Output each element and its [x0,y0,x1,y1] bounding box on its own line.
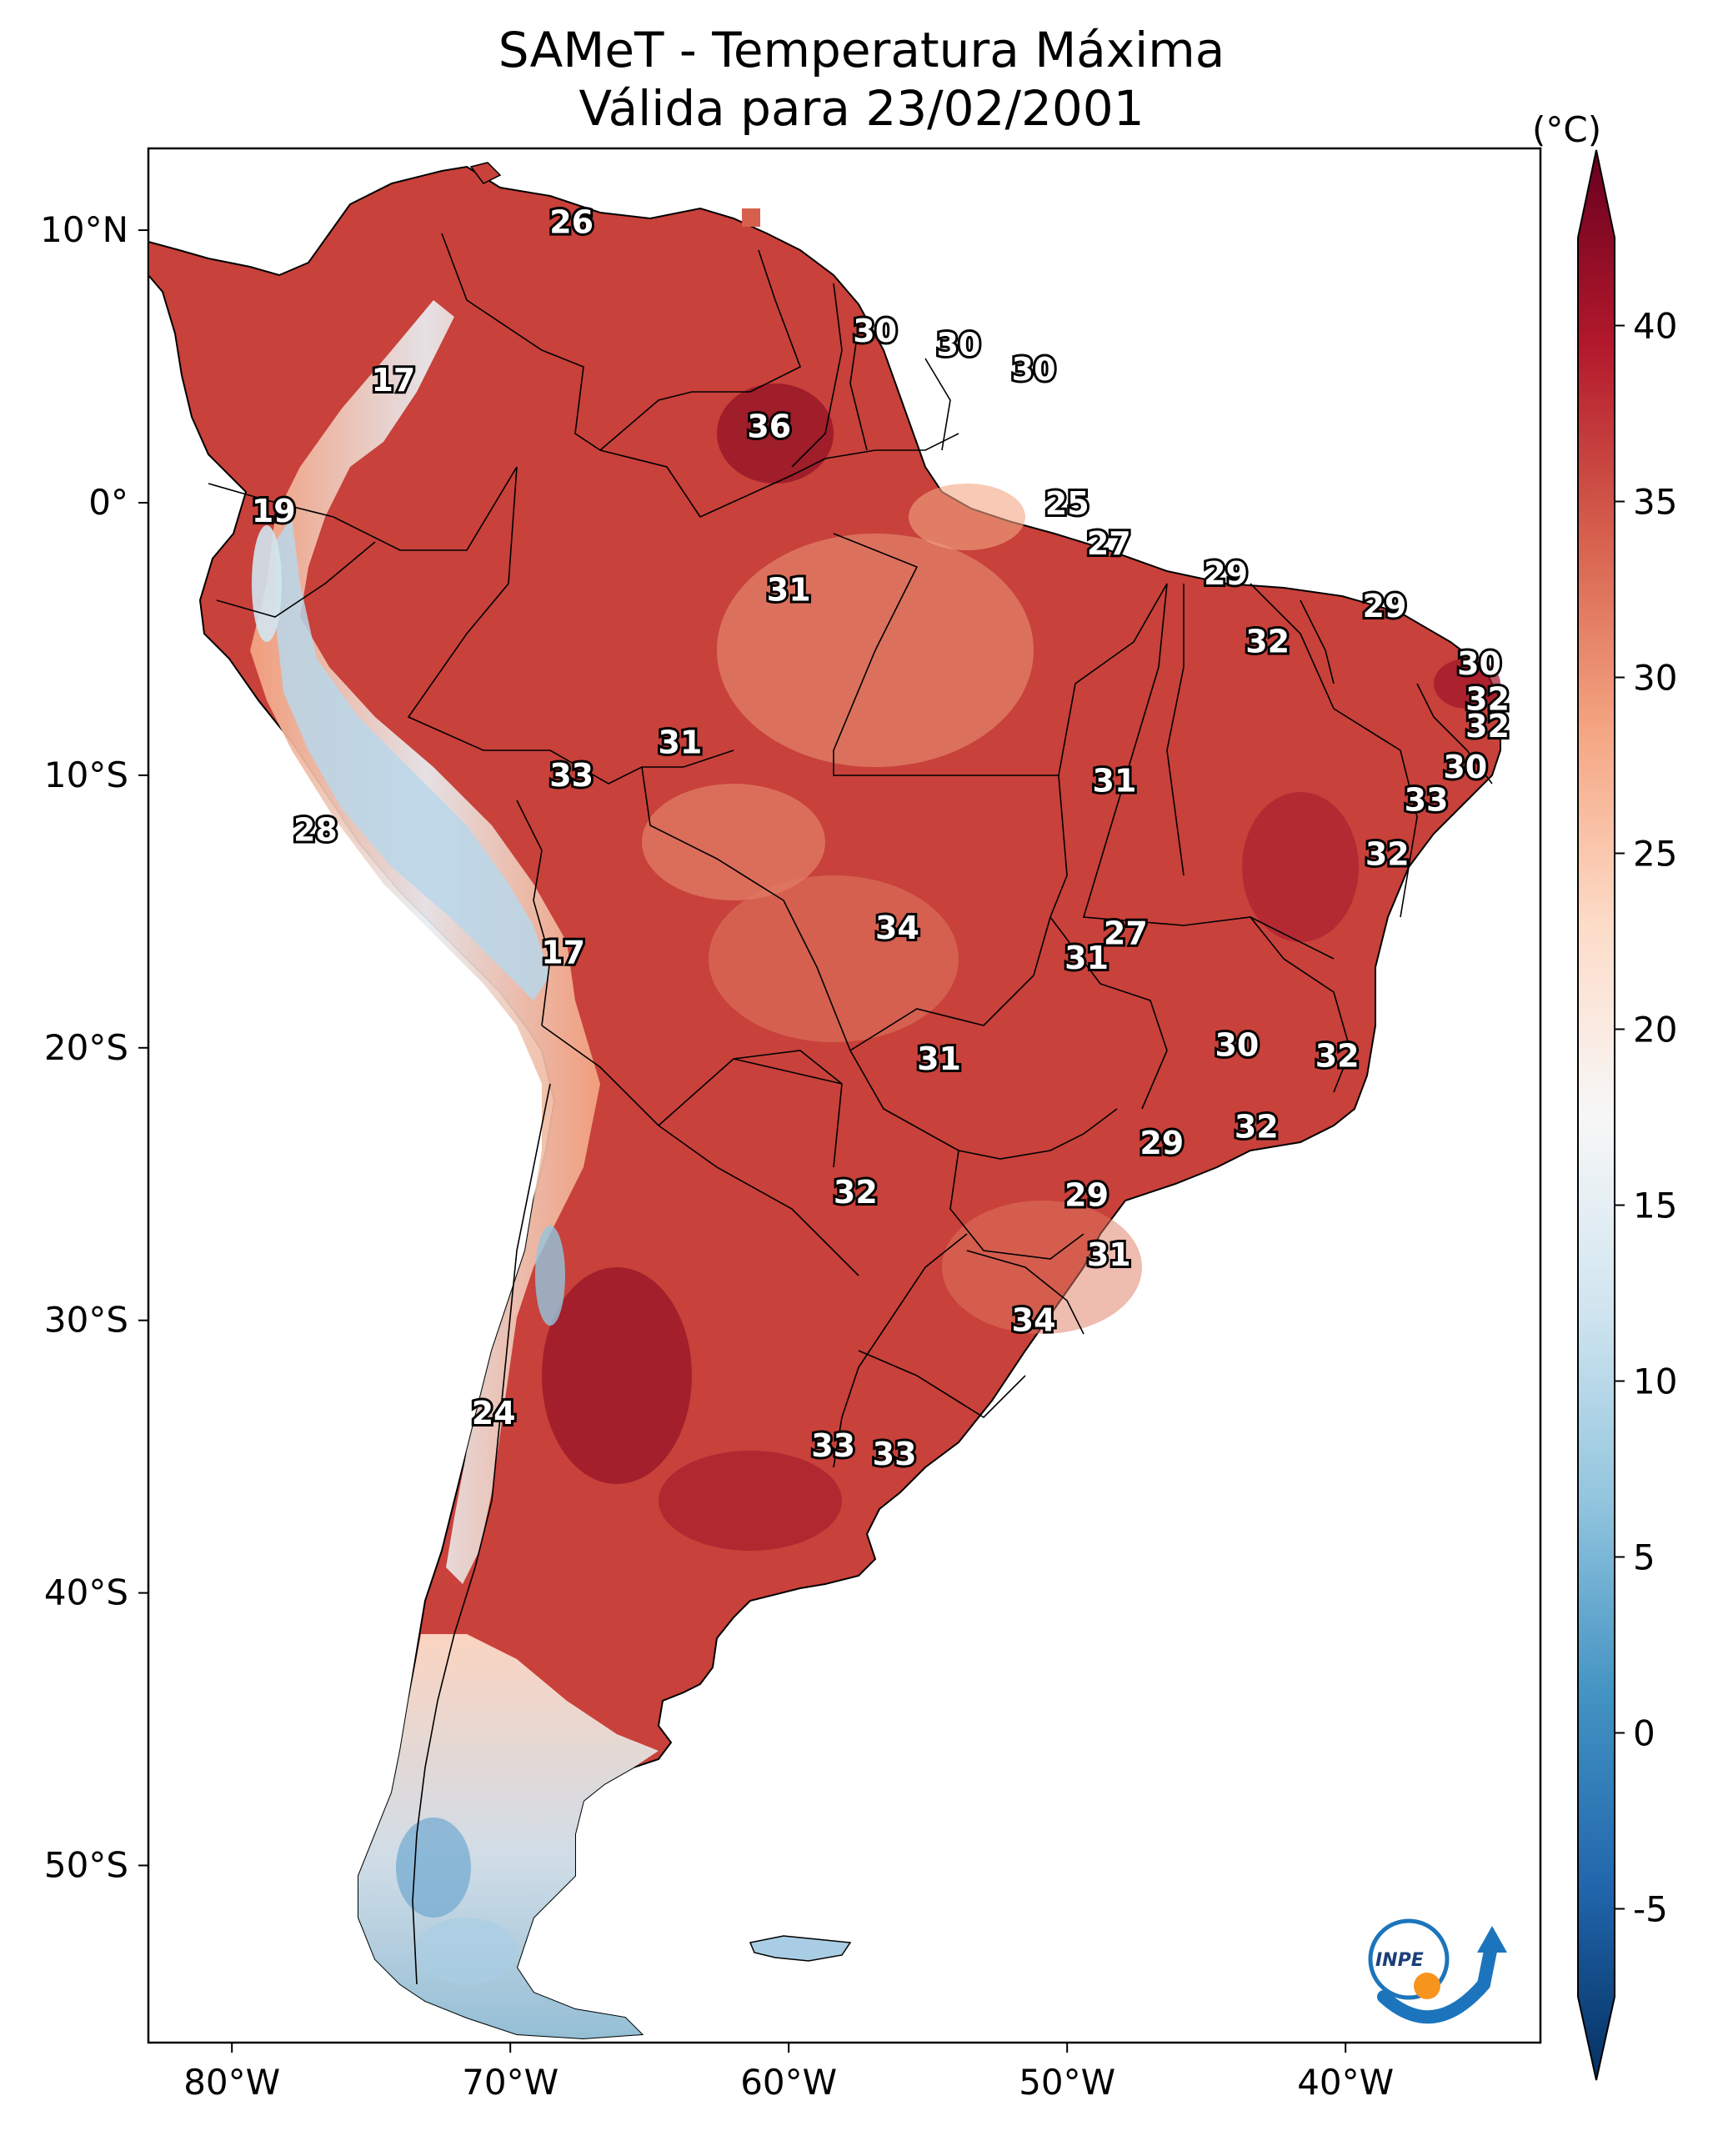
x-tick-label: 70°W [462,2062,558,2103]
city-temperature-label: 32 [1465,680,1510,717]
city-temperature-label: 32 [834,1174,878,1211]
y-tick-label: 0° [88,482,128,523]
colorbar-tick-label: 20 [1633,1010,1677,1050]
city-temperature-label: 29 [1064,1176,1109,1213]
city-temperature-label: 25 [1045,485,1089,522]
x-tick-label: 80°W [183,2062,280,2103]
city-temperature-label: 17 [541,934,585,970]
city-temperature-label: 29 [1204,555,1248,592]
colorbar-tick-label: 0 [1633,1713,1655,1754]
city-temperature-label: 27 [1104,915,1148,951]
colorbar-tick-label: 35 [1633,482,1677,523]
y-tick-label: 10°N [40,209,128,250]
city-temperature-label: 33 [549,757,594,794]
city-temperature-label: 24 [472,1395,516,1431]
colorbar: (°C) -5 0 5 10 15 20 25 30 35 40 [1532,109,1677,2081]
colorbar-tick-label: 5 [1633,1537,1655,1578]
city-temperature-label: 30 [1443,749,1487,785]
y-tick-label: 20°S [44,1027,128,1068]
city-temperature-label: 32 [1365,836,1410,873]
city-temperature-label: 32 [1245,624,1290,660]
inpe-logo: INPE [1368,1918,1507,2024]
country-borders [208,233,1493,1985]
city-temperature-label: 31 [658,725,702,761]
continent-layer [148,162,1501,2040]
x-axis-ticks: 80°W 70°W 60°W 50°W 40°W [183,2043,1394,2103]
colorbar-unit-label: (°C) [1532,109,1601,150]
city-temperature-label: 29 [1363,588,1407,624]
x-tick-label: 60°W [740,2062,837,2103]
city-temperature-label: 31 [1087,1236,1131,1273]
map-title: SAMeT - Temperatura Máxima [498,22,1225,78]
y-axis-ticks: 10°N 0° 10°S 20°S 30°S 40°S 50°S [40,209,148,1886]
city-temperature-label: 26 [549,203,594,240]
city-temperature-label: 31 [767,572,811,609]
city-temperature-label: 32 [1315,1038,1360,1075]
map-subtitle: Válida para 23/02/2001 [579,80,1144,137]
city-temperature-label: 36 [747,408,791,444]
x-tick-label: 40°W [1297,2062,1394,2103]
x-tick-label: 50°W [1019,2062,1115,2103]
inpe-logo-text: INPE [1375,1950,1424,1971]
city-temperature-label: 33 [811,1427,855,1464]
city-temperature-label: 32 [1465,708,1510,745]
city-temperature-label: 30 [1012,351,1056,388]
city-temperature-label: 33 [873,1436,917,1472]
colorbar-tick-label: -5 [1633,1889,1668,1930]
y-tick-label: 50°S [44,1845,128,1886]
city-temperature-label: 34 [1012,1302,1056,1339]
city-temperature-label: 32 [1235,1109,1279,1146]
city-temperature-label: 29 [1139,1125,1184,1161]
city-temperature-label: 28 [293,811,338,848]
city-temperature-label: 33 [1405,781,1449,818]
city-temperature-label: 27 [1087,525,1131,562]
city-temperature-label: 30 [1457,645,1501,682]
y-tick-label: 40°S [44,1572,128,1613]
colorbar-tick-label: 40 [1633,306,1677,347]
city-temperature-label: 30 [936,326,980,363]
y-tick-label: 10°S [44,755,128,795]
city-temperature-label: 17 [371,362,415,399]
city-temperature-label: 19 [252,493,296,529]
y-tick-label: 30°S [44,1300,128,1341]
colorbar-tick-label: 30 [1633,658,1677,699]
colorbar-ticks: -5 0 5 10 15 20 25 30 35 40 [1615,306,1677,1930]
city-temperature-label: 31 [1064,940,1109,976]
colorbar-tick-label: 10 [1633,1361,1677,1402]
city-temperature-label: 31 [1093,762,1137,799]
colorbar-tick-label: 15 [1633,1186,1677,1226]
falkland-islands [749,1935,852,1962]
colorbar-tick-label: 25 [1633,834,1677,875]
city-temperature-label: 34 [875,910,919,946]
city-temperature-label: 31 [917,1040,961,1077]
city-temperature-label: 30 [853,313,897,349]
city-temperature-label: 30 [1215,1027,1259,1064]
colorbar-body [1577,149,1615,2081]
